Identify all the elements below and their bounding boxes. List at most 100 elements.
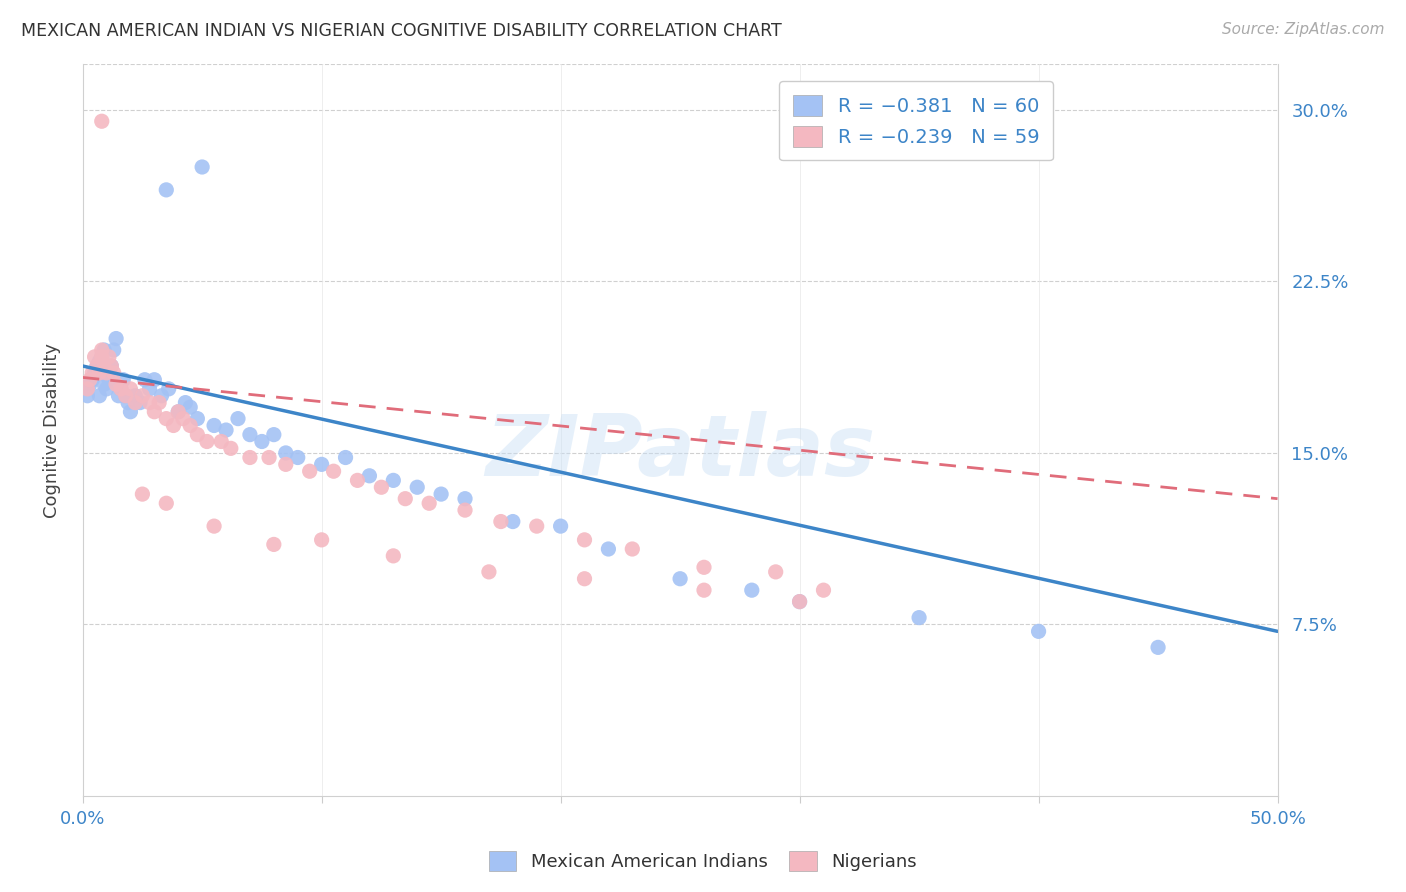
- Point: [117, 395, 139, 409]
- Point: [186, 427, 208, 442]
- Point: [550, 519, 572, 533]
- Point: [311, 533, 333, 547]
- Point: [110, 382, 132, 396]
- Point: [257, 450, 280, 465]
- Point: [138, 395, 160, 409]
- Point: [93, 377, 115, 392]
- Point: [82, 373, 104, 387]
- Point: [239, 427, 262, 442]
- Point: [454, 491, 477, 506]
- Point: [394, 491, 416, 506]
- Point: [322, 464, 344, 478]
- Point: [693, 560, 716, 574]
- Point: [263, 537, 285, 551]
- Point: [454, 503, 477, 517]
- Point: [148, 395, 170, 409]
- Point: [274, 446, 297, 460]
- Point: [215, 423, 238, 437]
- Point: [89, 366, 111, 380]
- Point: [162, 418, 184, 433]
- Point: [167, 405, 190, 419]
- Text: MEXICAN AMERICAN INDIAN VS NIGERIAN COGNITIVE DISABILITY CORRELATION CHART: MEXICAN AMERICAN INDIAN VS NIGERIAN COGN…: [21, 22, 782, 40]
- Point: [191, 160, 214, 174]
- Point: [124, 395, 146, 409]
- Point: [209, 434, 232, 449]
- Point: [202, 418, 225, 433]
- Point: [179, 400, 201, 414]
- Point: [90, 350, 112, 364]
- Point: [167, 405, 190, 419]
- Point: [96, 366, 118, 380]
- Point: [789, 594, 811, 608]
- Point: [120, 382, 142, 396]
- Point: [138, 382, 160, 396]
- Point: [134, 373, 156, 387]
- Point: [298, 464, 321, 478]
- Point: [143, 405, 166, 419]
- Point: [105, 332, 128, 346]
- Point: [143, 373, 166, 387]
- Point: [418, 496, 440, 510]
- Point: [90, 114, 112, 128]
- Point: [112, 373, 135, 387]
- Point: [250, 434, 273, 449]
- Point: [110, 382, 132, 396]
- Point: [669, 572, 692, 586]
- Point: [120, 405, 142, 419]
- Point: [574, 533, 596, 547]
- Point: [621, 541, 644, 556]
- Point: [741, 583, 763, 598]
- Point: [430, 487, 453, 501]
- Point: [90, 366, 112, 380]
- Point: [693, 583, 716, 598]
- Point: [489, 515, 512, 529]
- Point: [478, 565, 501, 579]
- Point: [79, 377, 101, 392]
- Point: [86, 359, 108, 373]
- Point: [79, 373, 101, 387]
- Point: [89, 354, 111, 368]
- Point: [195, 434, 218, 449]
- Point: [382, 549, 405, 563]
- Point: [370, 480, 392, 494]
- Point: [239, 450, 262, 465]
- Point: [114, 389, 136, 403]
- Point: [105, 377, 128, 392]
- Point: [97, 350, 120, 364]
- Point: [574, 572, 596, 586]
- Point: [82, 366, 104, 380]
- Point: [124, 389, 146, 403]
- Point: [157, 382, 180, 396]
- Point: [83, 366, 105, 380]
- Point: [172, 411, 194, 425]
- Point: [103, 366, 125, 380]
- Text: ZIPatlas: ZIPatlas: [485, 410, 875, 493]
- Text: Source: ZipAtlas.com: Source: ZipAtlas.com: [1222, 22, 1385, 37]
- Point: [813, 583, 835, 598]
- Point: [131, 389, 153, 403]
- Point: [526, 519, 548, 533]
- Point: [114, 389, 136, 403]
- Point: [155, 411, 177, 425]
- Point: [346, 474, 368, 488]
- Point: [226, 411, 249, 425]
- Point: [97, 373, 120, 387]
- Point: [202, 519, 225, 533]
- Point: [1028, 624, 1050, 639]
- Point: [89, 389, 111, 403]
- Point: [100, 359, 122, 373]
- Point: [186, 411, 208, 425]
- Point: [76, 382, 98, 396]
- Point: [76, 389, 98, 403]
- Point: [174, 395, 197, 409]
- Y-axis label: Cognitive Disability: Cognitive Disability: [44, 343, 60, 517]
- Point: [155, 183, 177, 197]
- Point: [150, 389, 173, 403]
- Point: [263, 427, 285, 442]
- Point: [100, 359, 122, 373]
- Point: [274, 458, 297, 472]
- Point: [287, 450, 309, 465]
- Point: [129, 395, 152, 409]
- Point: [359, 468, 381, 483]
- Point: [219, 442, 242, 456]
